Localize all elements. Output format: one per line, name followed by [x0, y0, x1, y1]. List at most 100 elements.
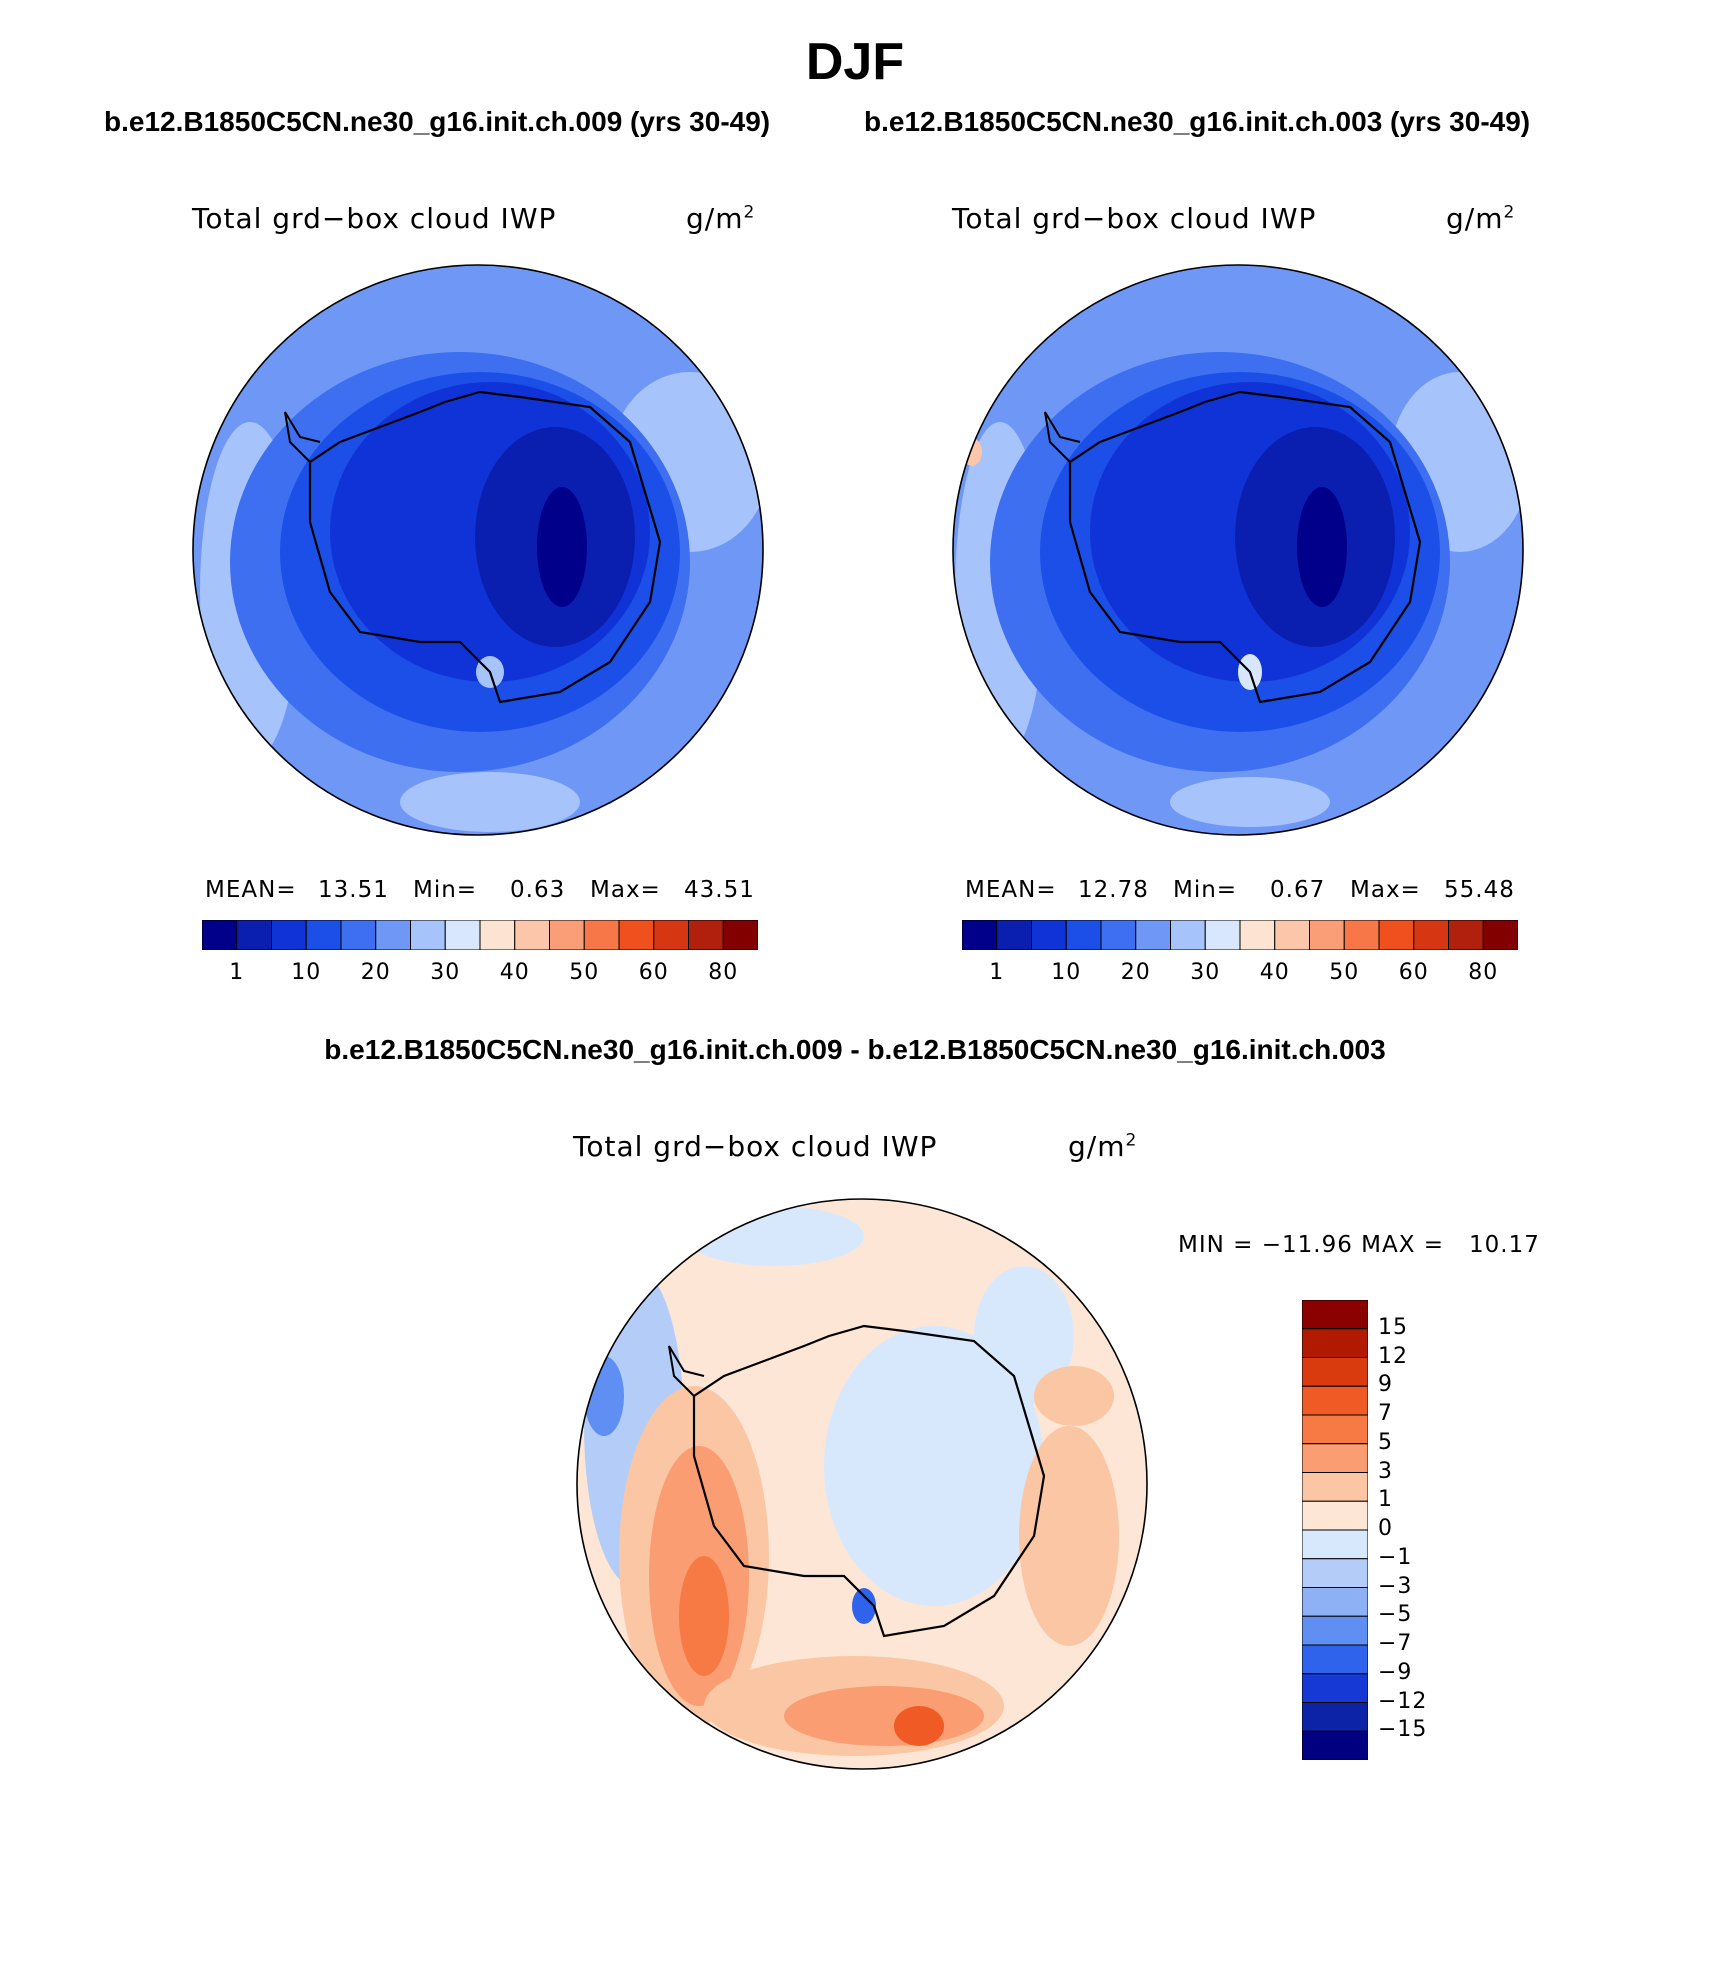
panel2-units: g/m2: [1446, 202, 1516, 235]
panel2-colorbar-box: [1135, 920, 1171, 950]
panel1-colorbar-box: [722, 920, 758, 950]
difference-colorbar-tick-label: 5: [1378, 1429, 1393, 1455]
difference-colorbar-tick-label: −12: [1378, 1688, 1428, 1714]
difference-colorbar-tick-label: −15: [1378, 1717, 1428, 1743]
panel1-colorbar-box: [444, 920, 481, 950]
panel1-colorbar-tick-label: 30: [430, 960, 461, 985]
panel2-map: [952, 264, 1524, 836]
case-title-left: b.e12.B1850C5CN.ne30_g16.init.ch.009 (yr…: [104, 106, 771, 137]
difference-colorbar-box: [1302, 1529, 1368, 1560]
panel2-colorbar-tick-label: 50: [1329, 960, 1360, 985]
panel2-colorbar: [962, 920, 1518, 950]
panel1-colorbar-box: [688, 920, 724, 950]
difference-colorbar-box: [1302, 1673, 1368, 1703]
panel1-map: [192, 264, 764, 836]
panel1-colorbar-box: [479, 920, 516, 950]
difference-colorbar-box: [1302, 1414, 1368, 1445]
panel2-colorbar-box: [1065, 920, 1102, 950]
panel1-colorbar-tick-label: 10: [291, 960, 322, 985]
panel1-colorbar-box: [410, 920, 446, 950]
panel2-variable-label: Total grd−box cloud IWP: [952, 202, 1317, 235]
panel1-colorbar-box: [202, 920, 238, 950]
difference-colorbar-tick-label: −7: [1378, 1631, 1413, 1656]
panel2-colorbar-tick-label: 20: [1120, 960, 1151, 985]
panel2-colorbar-box: [962, 920, 998, 950]
panel2-colorbar-tick-label: 10: [1051, 960, 1082, 985]
difference-colorbar-box: [1302, 1587, 1368, 1617]
panel1-colorbar-tick-label: 60: [638, 960, 669, 985]
panel1-colorbar-tick-label: 80: [708, 960, 739, 985]
difference-colorbar-tick-label: 7: [1378, 1401, 1393, 1426]
diff-minmax: MIN = −11.96 MAX = 10.17: [1178, 1232, 1540, 1258]
difference-colorbar-box: [1302, 1472, 1368, 1502]
panel2-colorbar-tick-label: 1: [989, 960, 1005, 985]
panel2-colorbar-tick-label: 60: [1398, 960, 1429, 985]
panel1-min-value: 0.63: [510, 877, 566, 903]
difference-colorbar-box: [1302, 1328, 1368, 1358]
panel2-colorbar-box: [1204, 920, 1241, 950]
diff-units: g/m2: [1068, 1130, 1138, 1163]
difference-colorbar: [1302, 1300, 1368, 1760]
panel1-max-value: 43.51: [684, 877, 755, 903]
difference-colorbar-ticks: 15 12 9 7 5 3 1 0 −1 −3 −5 −7 −9 −12 −15: [1378, 1300, 1498, 1760]
panel1-colorbar-box: [653, 920, 689, 950]
panel1-colorbar-box: [514, 920, 550, 950]
panel2-min-label: Min=: [1173, 877, 1238, 903]
panel2-colorbar-box: [1170, 920, 1206, 950]
difference-colorbar-tick-label: 9: [1378, 1372, 1393, 1398]
difference-colorbar-tick-label: −1: [1378, 1544, 1413, 1570]
figure-title: DJF: [805, 33, 905, 91]
panel2-colorbar-box: [1413, 920, 1449, 950]
panel1-variable-label: Total grd−box cloud IWP: [192, 202, 557, 235]
panel1-colorbar-box: [549, 920, 585, 950]
difference-title: b.e12.B1850C5CN.ne30_g16.init.ch.009 - b…: [324, 1034, 1386, 1065]
panel1-colorbar-ticks: 1 10 20 30 40 50 60 80: [202, 960, 758, 990]
panel2-max-value: 55.48: [1444, 877, 1515, 903]
case-title-right: b.e12.B1850C5CN.ne30_g16.init.ch.003 (yr…: [864, 106, 1531, 137]
difference-colorbar-tick-label: 15: [1378, 1314, 1408, 1340]
difference-colorbar-tick-label: 12: [1378, 1343, 1408, 1369]
difference-colorbar-box: [1302, 1500, 1368, 1531]
panel1-colorbar-box: [271, 920, 307, 950]
panel1-colorbar-tick-label: 40: [499, 960, 530, 985]
panel1-min-label: Min=: [413, 877, 478, 903]
difference-colorbar-box: [1302, 1730, 1368, 1760]
difference-colorbar-tick-label: 1: [1378, 1487, 1393, 1513]
difference-colorbar-box: [1302, 1385, 1368, 1416]
panel2-colorbar-box: [996, 920, 1032, 950]
difference-colorbar-box: [1302, 1357, 1368, 1387]
panel2-colorbar-box: [1274, 920, 1310, 950]
panel2-mean-label: MEAN=: [965, 877, 1057, 903]
panel2-colorbar-box: [1100, 920, 1137, 950]
panel2-colorbar-box: [1482, 920, 1518, 950]
panel2-colorbar-box: [1239, 920, 1276, 950]
difference-colorbar-box: [1302, 1615, 1368, 1646]
panel2-colorbar-box: [1378, 920, 1415, 950]
panel2-colorbar-box: [1448, 920, 1484, 950]
panel1-colorbar-tick-label: 1: [229, 960, 245, 985]
panel1-colorbar-box: [375, 920, 411, 950]
panel2-min-value: 0.67: [1270, 877, 1326, 903]
panel2-mean-value: 12.78: [1078, 877, 1149, 903]
panel1-colorbar-box: [305, 920, 342, 950]
difference-colorbar-box: [1302, 1300, 1368, 1330]
panel1-max-label: Max=: [590, 877, 661, 903]
panel1-colorbar: [202, 920, 758, 950]
panel1-mean-value: 13.51: [318, 877, 389, 903]
difference-colorbar-box: [1302, 1644, 1368, 1675]
diff-variable-label: Total grd−box cloud IWP: [573, 1130, 938, 1163]
panel2-colorbar-box: [1309, 920, 1345, 950]
panel1-colorbar-tick-label: 20: [360, 960, 391, 985]
difference-colorbar-tick-label: −3: [1378, 1573, 1413, 1599]
panel1-colorbar-box: [618, 920, 655, 950]
difference-colorbar-tick-label: 3: [1378, 1458, 1393, 1484]
difference-colorbar-box: [1302, 1702, 1368, 1732]
panel2-max-label: Max=: [1350, 877, 1421, 903]
difference-colorbar-tick-label: −5: [1378, 1602, 1413, 1628]
panel2-colorbar-box: [1343, 920, 1380, 950]
difference-map: [576, 1198, 1148, 1770]
difference-colorbar-box: [1302, 1443, 1368, 1473]
difference-colorbar-tick-label: 0: [1378, 1516, 1393, 1541]
panel1-colorbar-box: [340, 920, 377, 950]
panel1-colorbar-tick-label: 50: [569, 960, 600, 985]
